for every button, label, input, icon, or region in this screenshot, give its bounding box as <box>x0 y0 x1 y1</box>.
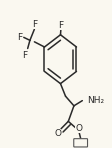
Text: F: F <box>58 21 64 30</box>
Text: O: O <box>75 124 82 133</box>
Text: Abs: Abs <box>74 140 87 146</box>
FancyBboxPatch shape <box>74 139 88 147</box>
Text: F: F <box>32 20 38 29</box>
Text: F: F <box>22 51 27 60</box>
Text: O: O <box>54 130 61 138</box>
Text: NH₂: NH₂ <box>87 96 104 105</box>
Text: F: F <box>17 33 22 42</box>
